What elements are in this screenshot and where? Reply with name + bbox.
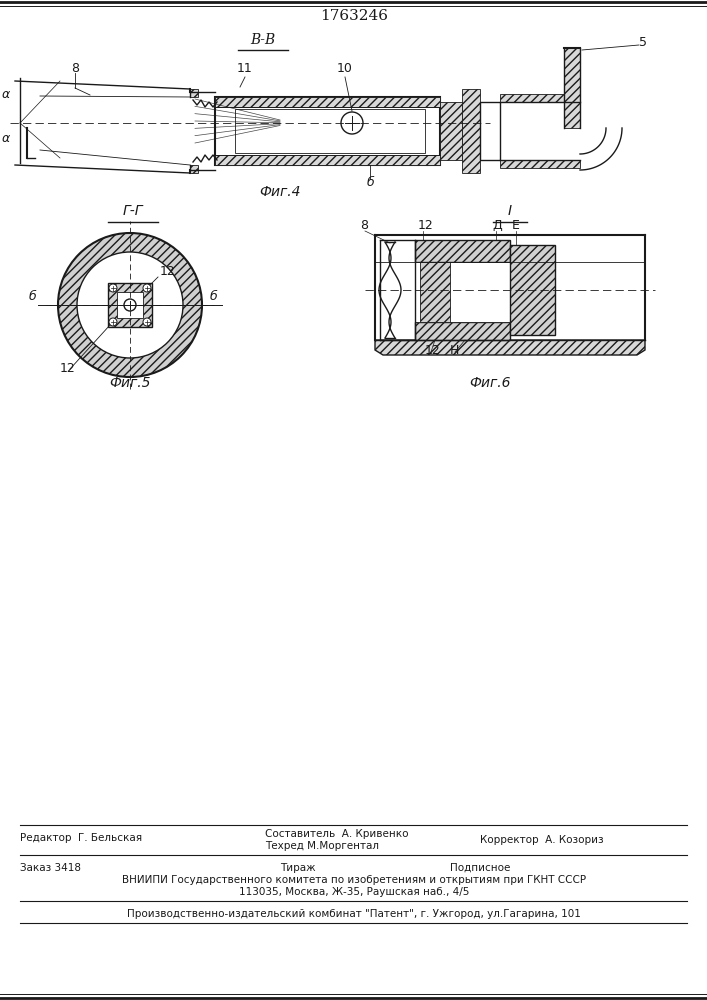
- Text: Фиг.4: Фиг.4: [259, 185, 300, 199]
- Bar: [117, 292, 143, 318]
- Circle shape: [341, 112, 363, 134]
- Text: Н: Н: [450, 344, 460, 357]
- Bar: [215, 97, 440, 107]
- Bar: [480, 102, 500, 160]
- Text: В-В: В-В: [250, 33, 276, 47]
- Text: Фиг.6: Фиг.6: [469, 376, 510, 390]
- Circle shape: [77, 252, 183, 358]
- Bar: [420, 262, 450, 322]
- Text: Подписное: Подписное: [450, 863, 510, 873]
- Text: I: I: [508, 204, 512, 218]
- Text: Г-Г: Г-Г: [123, 204, 144, 218]
- Text: 113035, Москва, Ж-35, Раушская наб., 4/5: 113035, Москва, Ж-35, Раушская наб., 4/5: [239, 887, 469, 897]
- Text: Тираж: Тираж: [280, 863, 315, 873]
- Text: 12: 12: [160, 265, 176, 278]
- Bar: [215, 155, 440, 165]
- Polygon shape: [375, 340, 645, 355]
- Circle shape: [109, 284, 117, 292]
- Bar: [190, 165, 198, 173]
- Text: б: б: [366, 176, 374, 190]
- Bar: [440, 102, 462, 160]
- Text: 8: 8: [360, 219, 368, 232]
- Circle shape: [109, 318, 117, 326]
- Text: 12: 12: [60, 362, 76, 375]
- Text: α: α: [2, 131, 10, 144]
- Text: Техред М.Моргентал: Техред М.Моргентал: [265, 841, 379, 851]
- Bar: [415, 322, 510, 340]
- Text: Заказ 3418: Заказ 3418: [20, 863, 81, 873]
- Text: Д: Д: [492, 219, 502, 232]
- Text: 8: 8: [71, 62, 79, 75]
- Bar: [215, 97, 440, 165]
- Bar: [415, 240, 510, 262]
- Text: 10: 10: [337, 62, 353, 75]
- Text: Корректор  А. Козориз: Корректор А. Козориз: [480, 835, 604, 845]
- Text: 11: 11: [237, 62, 253, 75]
- Bar: [235, 109, 425, 153]
- Text: Производственно-издательский комбинат "Патент", г. Ужгород, ул.Гагарина, 101: Производственно-издательский комбинат "П…: [127, 909, 581, 919]
- Text: Редактор  Г. Бельская: Редактор Г. Бельская: [20, 833, 142, 843]
- Bar: [415, 262, 510, 322]
- Text: ВНИИПИ Государственного комитета по изобретениям и открытиям при ГКНТ СССР: ВНИИПИ Государственного комитета по изоб…: [122, 875, 586, 885]
- Text: Составитель  А. Кривенко: Составитель А. Кривенко: [265, 829, 409, 839]
- Text: 12: 12: [418, 219, 434, 232]
- Bar: [500, 94, 580, 102]
- Text: б: б: [210, 290, 218, 303]
- Text: 1763246: 1763246: [320, 9, 388, 23]
- Circle shape: [143, 284, 151, 292]
- Bar: [462, 89, 480, 173]
- Text: 5: 5: [639, 36, 647, 49]
- Bar: [190, 89, 198, 97]
- Circle shape: [124, 299, 136, 311]
- Text: Фиг.5: Фиг.5: [110, 376, 151, 390]
- Text: α: α: [2, 89, 10, 102]
- Bar: [564, 48, 580, 128]
- Circle shape: [58, 233, 202, 377]
- Bar: [500, 160, 580, 168]
- Bar: [108, 283, 152, 327]
- Text: 12: 12: [425, 344, 440, 357]
- Text: б: б: [28, 290, 36, 303]
- Bar: [510, 245, 555, 335]
- Text: Е: Е: [512, 219, 520, 232]
- Circle shape: [143, 318, 151, 326]
